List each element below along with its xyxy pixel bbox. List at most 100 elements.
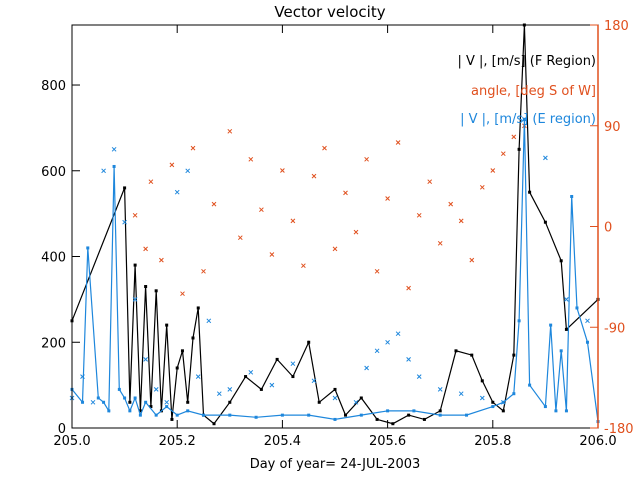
series-0-point xyxy=(180,349,184,353)
marker-stroke xyxy=(469,257,475,263)
series-1-marker xyxy=(290,218,296,224)
marker-stroke xyxy=(564,297,569,302)
series-0-point xyxy=(333,387,337,391)
series-3-marker xyxy=(290,361,296,367)
marker-stroke xyxy=(364,156,369,162)
series-2-point xyxy=(564,409,568,413)
marker-stroke xyxy=(248,369,254,375)
series-2-point xyxy=(133,396,137,400)
series-1-marker xyxy=(280,168,285,173)
marker-stroke xyxy=(522,116,527,122)
series-1-marker xyxy=(201,268,206,274)
marker-stroke xyxy=(458,218,464,224)
marker-stroke xyxy=(269,382,275,388)
marker-stroke xyxy=(395,140,401,145)
marker-stroke xyxy=(101,168,106,174)
series-2-point xyxy=(359,413,363,417)
series-2-point xyxy=(554,409,558,413)
series-1-marker xyxy=(332,246,338,252)
series-1-marker xyxy=(143,246,148,252)
series-0-point xyxy=(491,400,495,404)
series-3-marker xyxy=(585,318,590,324)
series-0-point xyxy=(454,349,458,353)
series-3-marker xyxy=(216,391,222,397)
series-3-marker xyxy=(164,399,170,405)
series-2-point xyxy=(228,413,232,417)
series-3-marker xyxy=(564,297,569,302)
marker-stroke xyxy=(332,246,338,252)
marker-stroke xyxy=(353,229,359,235)
series-3-marker xyxy=(416,374,422,379)
legend-item: | V |, [m/s] (F Region) xyxy=(457,54,596,69)
y-right-tick-label: 90 xyxy=(604,120,621,135)
series-2-point xyxy=(102,400,106,404)
marker-stroke xyxy=(190,145,196,151)
marker-stroke xyxy=(353,399,359,405)
series-2-point xyxy=(512,392,516,396)
series-0-point xyxy=(196,306,200,310)
series-0-point xyxy=(359,396,363,400)
series-3-marker xyxy=(185,168,191,174)
series-3-marker xyxy=(479,395,485,401)
series-line-0 xyxy=(71,24,599,425)
series-2-point xyxy=(186,409,190,413)
series-3-marker xyxy=(543,155,548,161)
marker-stroke xyxy=(301,263,306,269)
series-3-marker xyxy=(522,116,527,122)
series-1-marker xyxy=(301,263,306,269)
marker-stroke xyxy=(227,387,233,392)
marker-stroke xyxy=(185,168,191,174)
series-1-marker xyxy=(343,190,348,196)
marker-stroke xyxy=(511,134,517,140)
series-1-marker xyxy=(190,145,196,151)
series-0-point xyxy=(422,417,426,421)
series-1-marker xyxy=(448,201,454,207)
series-1-marker xyxy=(237,235,243,241)
series-3-marker xyxy=(458,391,464,397)
series-0-point xyxy=(259,387,263,391)
marker-stroke xyxy=(374,268,380,274)
x-tick-label: 206.0 xyxy=(579,434,616,449)
marker-stroke xyxy=(585,318,590,324)
y-axis-left: 0 200 400 600 800 xyxy=(41,79,80,437)
series-3-marker xyxy=(206,318,212,324)
marker-stroke xyxy=(437,387,443,392)
series-1-marker xyxy=(458,218,464,224)
marker-stroke xyxy=(153,387,159,392)
marker-stroke xyxy=(143,357,148,362)
series-0-point xyxy=(128,400,132,404)
x-tick-label: 205.0 xyxy=(53,434,90,449)
series-3-marker xyxy=(406,357,411,362)
marker-stroke xyxy=(385,196,390,201)
marker-stroke xyxy=(259,207,264,213)
marker-stroke xyxy=(132,212,138,218)
marker-stroke xyxy=(269,252,275,257)
series-2-point xyxy=(491,405,495,409)
marker-stroke xyxy=(458,391,464,397)
marker-stroke xyxy=(311,173,317,179)
marker-stroke xyxy=(90,399,96,405)
series-2-point xyxy=(254,415,258,419)
y-right-tick-label: 180 xyxy=(604,19,629,34)
y-left-tick-label: 200 xyxy=(41,336,66,351)
series-2-point xyxy=(543,405,547,409)
series-1-marker xyxy=(259,207,264,213)
legend: | V |, [m/s] (F Region) angle, [deg S of … xyxy=(457,54,596,127)
series-3-marker xyxy=(385,339,390,345)
y-left-tick-label: 400 xyxy=(41,251,66,266)
series-0-point xyxy=(344,413,348,417)
series-2-point xyxy=(117,387,121,391)
series-2-point xyxy=(549,323,553,327)
series-3-marker xyxy=(353,399,359,405)
series-0-point xyxy=(154,289,158,293)
series-1-marker xyxy=(395,140,401,145)
marker-stroke xyxy=(216,391,222,397)
series-2-point xyxy=(165,405,169,409)
series-3-marker xyxy=(80,374,85,379)
marker-stroke xyxy=(479,395,485,401)
marker-stroke xyxy=(364,365,369,371)
series-2-point xyxy=(280,413,284,417)
y-right-tick-label: 0 xyxy=(604,221,612,236)
series-2-point xyxy=(517,319,521,323)
series-0-point xyxy=(375,417,379,421)
